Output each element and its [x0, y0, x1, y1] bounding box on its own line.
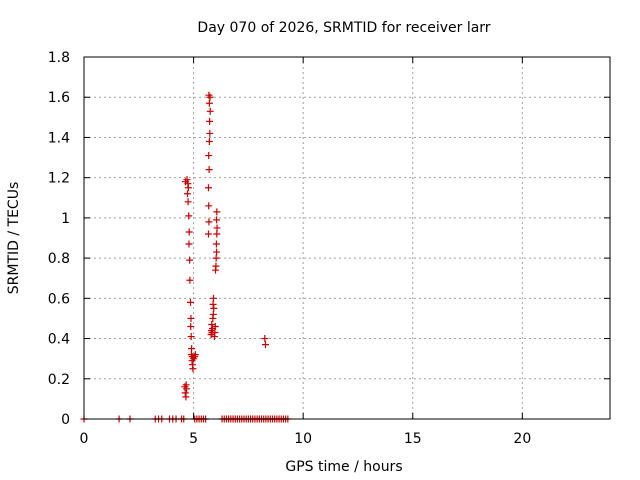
- data-point: [211, 329, 219, 337]
- data-point: [187, 298, 195, 306]
- y-tick-label: 0.8: [48, 251, 70, 267]
- data-point: [209, 300, 217, 308]
- data-point: [206, 117, 214, 125]
- x-tick-label: 5: [189, 431, 198, 447]
- x-tick-label: 0: [80, 431, 89, 447]
- data-point: [189, 365, 197, 373]
- data-point: [184, 198, 192, 206]
- data-point: [208, 320, 216, 328]
- data-point: [205, 166, 213, 174]
- x-axis-label: GPS time / hours: [285, 459, 402, 475]
- data-point: [204, 184, 212, 192]
- data-point: [209, 310, 217, 318]
- data-point: [187, 322, 195, 330]
- data-point: [205, 99, 213, 107]
- data-point: [185, 240, 193, 248]
- data-point: [187, 314, 195, 322]
- y-tick-label: 0.2: [48, 372, 70, 388]
- data-point: [210, 294, 218, 302]
- data-point: [206, 129, 214, 137]
- grid: [84, 57, 610, 419]
- y-tick-label: 0: [61, 412, 70, 428]
- data-point: [182, 381, 190, 389]
- data-point: [213, 216, 221, 224]
- data-point: [210, 304, 218, 312]
- y-tick-label: 0.4: [48, 332, 70, 348]
- data-point: [213, 224, 221, 232]
- data-point: [186, 276, 194, 284]
- data-point: [184, 184, 192, 192]
- data-point: [213, 230, 221, 238]
- data-point: [188, 345, 196, 353]
- data-point: [206, 107, 214, 115]
- data-point: [212, 254, 220, 262]
- x-tick-label: 15: [404, 431, 422, 447]
- data-point: [183, 176, 191, 184]
- y-tick-label: 0.6: [48, 291, 70, 307]
- data-point: [205, 152, 213, 160]
- data-point: [187, 333, 195, 341]
- y-tick-label: 1.2: [48, 171, 70, 187]
- data-points: [80, 91, 292, 423]
- data-point: [205, 202, 213, 210]
- data-point: [204, 230, 212, 238]
- data-point: [183, 190, 191, 198]
- data-point: [182, 393, 190, 401]
- plot-area-border: [83, 56, 611, 420]
- data-point: [211, 322, 219, 330]
- tick-labels: 0 0.2 0.4 0.6 0.8 1 1.2 1.4 1.6 1.8 0 5 10 15 20: [48, 50, 532, 447]
- axis-ticks: [83, 56, 610, 420]
- data-point: [206, 93, 214, 101]
- y-tick-label: 1.4: [48, 130, 70, 146]
- data-point: [261, 335, 269, 343]
- x-tick-label: 20: [513, 431, 531, 447]
- y-tick-label: 1.8: [48, 50, 70, 66]
- data-point: [185, 228, 193, 236]
- y-tick-label: 1.6: [48, 90, 70, 106]
- data-point: [205, 137, 213, 145]
- data-point: [212, 240, 220, 248]
- chart-title: Day 070 of 2026, SRMTID for receiver lar…: [197, 20, 490, 36]
- data-point: [212, 262, 220, 270]
- data-point: [185, 212, 193, 220]
- data-point: [188, 353, 196, 361]
- data-point: [261, 341, 269, 349]
- data-point: [205, 218, 213, 226]
- y-tick-label: 1: [61, 211, 70, 227]
- x-tick-label: 10: [294, 431, 312, 447]
- data-point: [186, 256, 194, 264]
- y-axis-label: SRMTID / TECUs: [6, 182, 22, 295]
- data-point: [213, 248, 221, 256]
- data-point: [181, 389, 189, 397]
- data-point: [213, 208, 221, 216]
